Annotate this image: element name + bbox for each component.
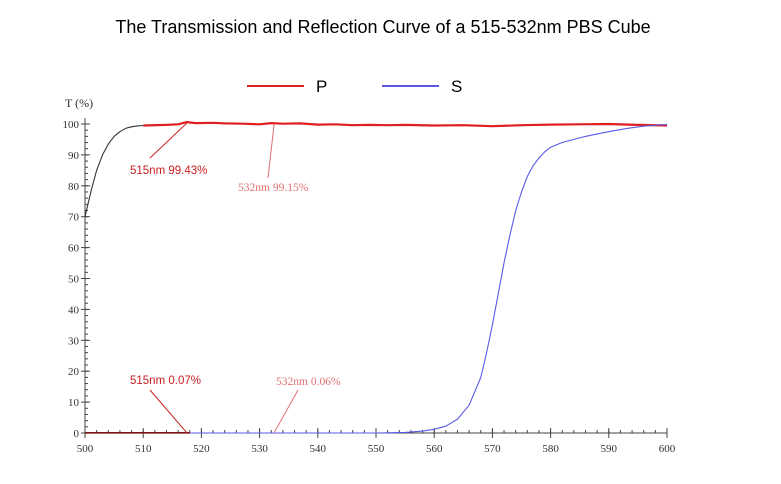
series-line-p <box>143 120 668 128</box>
axes: 500 510 520 530 540 550 560 570 580 590 600 0 10 20 30… <box>63 118 676 455</box>
x-tick-label: 520 <box>193 443 210 455</box>
annotation-532-p-leader <box>267 123 275 179</box>
x-tick-label: 580 <box>542 443 559 455</box>
x-tick-label: 540 <box>310 443 327 455</box>
y-tick-label: 20 <box>68 366 80 378</box>
x-tick-label: 590 <box>601 443 618 455</box>
legend-label-p: P <box>316 77 327 96</box>
series-layer <box>84 120 668 434</box>
x-tick-label: 500 <box>77 443 94 455</box>
y-tick-label: 40 <box>68 304 80 316</box>
x-tick-label: 560 <box>426 443 443 455</box>
x-tick-label: 570 <box>484 443 501 455</box>
annotation-532-s-label: 532nm 0.06% <box>276 376 341 388</box>
annotation-515-p-leader <box>149 122 188 159</box>
y-tick-label: 60 <box>68 243 80 255</box>
y-tick-label: 0 <box>74 428 80 440</box>
y-tick-label: 80 <box>68 181 80 193</box>
x-tick-label: 510 <box>135 443 152 455</box>
y-axis-label: T (%) <box>65 96 93 110</box>
y-tick-label: 90 <box>68 150 80 162</box>
series-line-s <box>85 124 668 434</box>
legend: P S <box>247 77 462 96</box>
legend-label-s: S <box>451 77 462 96</box>
x-tick-label: 550 <box>368 443 385 455</box>
annotation-515-p-label: 515nm 99.43% <box>130 165 207 177</box>
annotation-532-p-label: 532nm 99.15% <box>238 182 309 194</box>
y-tick-label: 100 <box>63 119 80 131</box>
y-tick-label: 30 <box>68 335 80 347</box>
series-line-shoulder <box>84 124 144 217</box>
y-tick-label: 70 <box>68 212 80 224</box>
x-tick-label: 600 <box>659 443 676 455</box>
annotation-532-s-leader <box>273 389 299 434</box>
chart-title: The Transmission and Reflection Curve of… <box>115 17 650 37</box>
annotation-515-s-label: 515nm 0.07% <box>130 375 201 387</box>
annotation-layer: 515nm 99.43% 532nm 99.15% 515nm 0.07% 532nm… <box>130 122 341 434</box>
y-tick-label: 50 <box>68 274 80 286</box>
x-tick-label: 530 <box>251 443 268 455</box>
annotation-515-s-leader <box>149 389 188 434</box>
y-tick-label: 10 <box>68 397 80 409</box>
